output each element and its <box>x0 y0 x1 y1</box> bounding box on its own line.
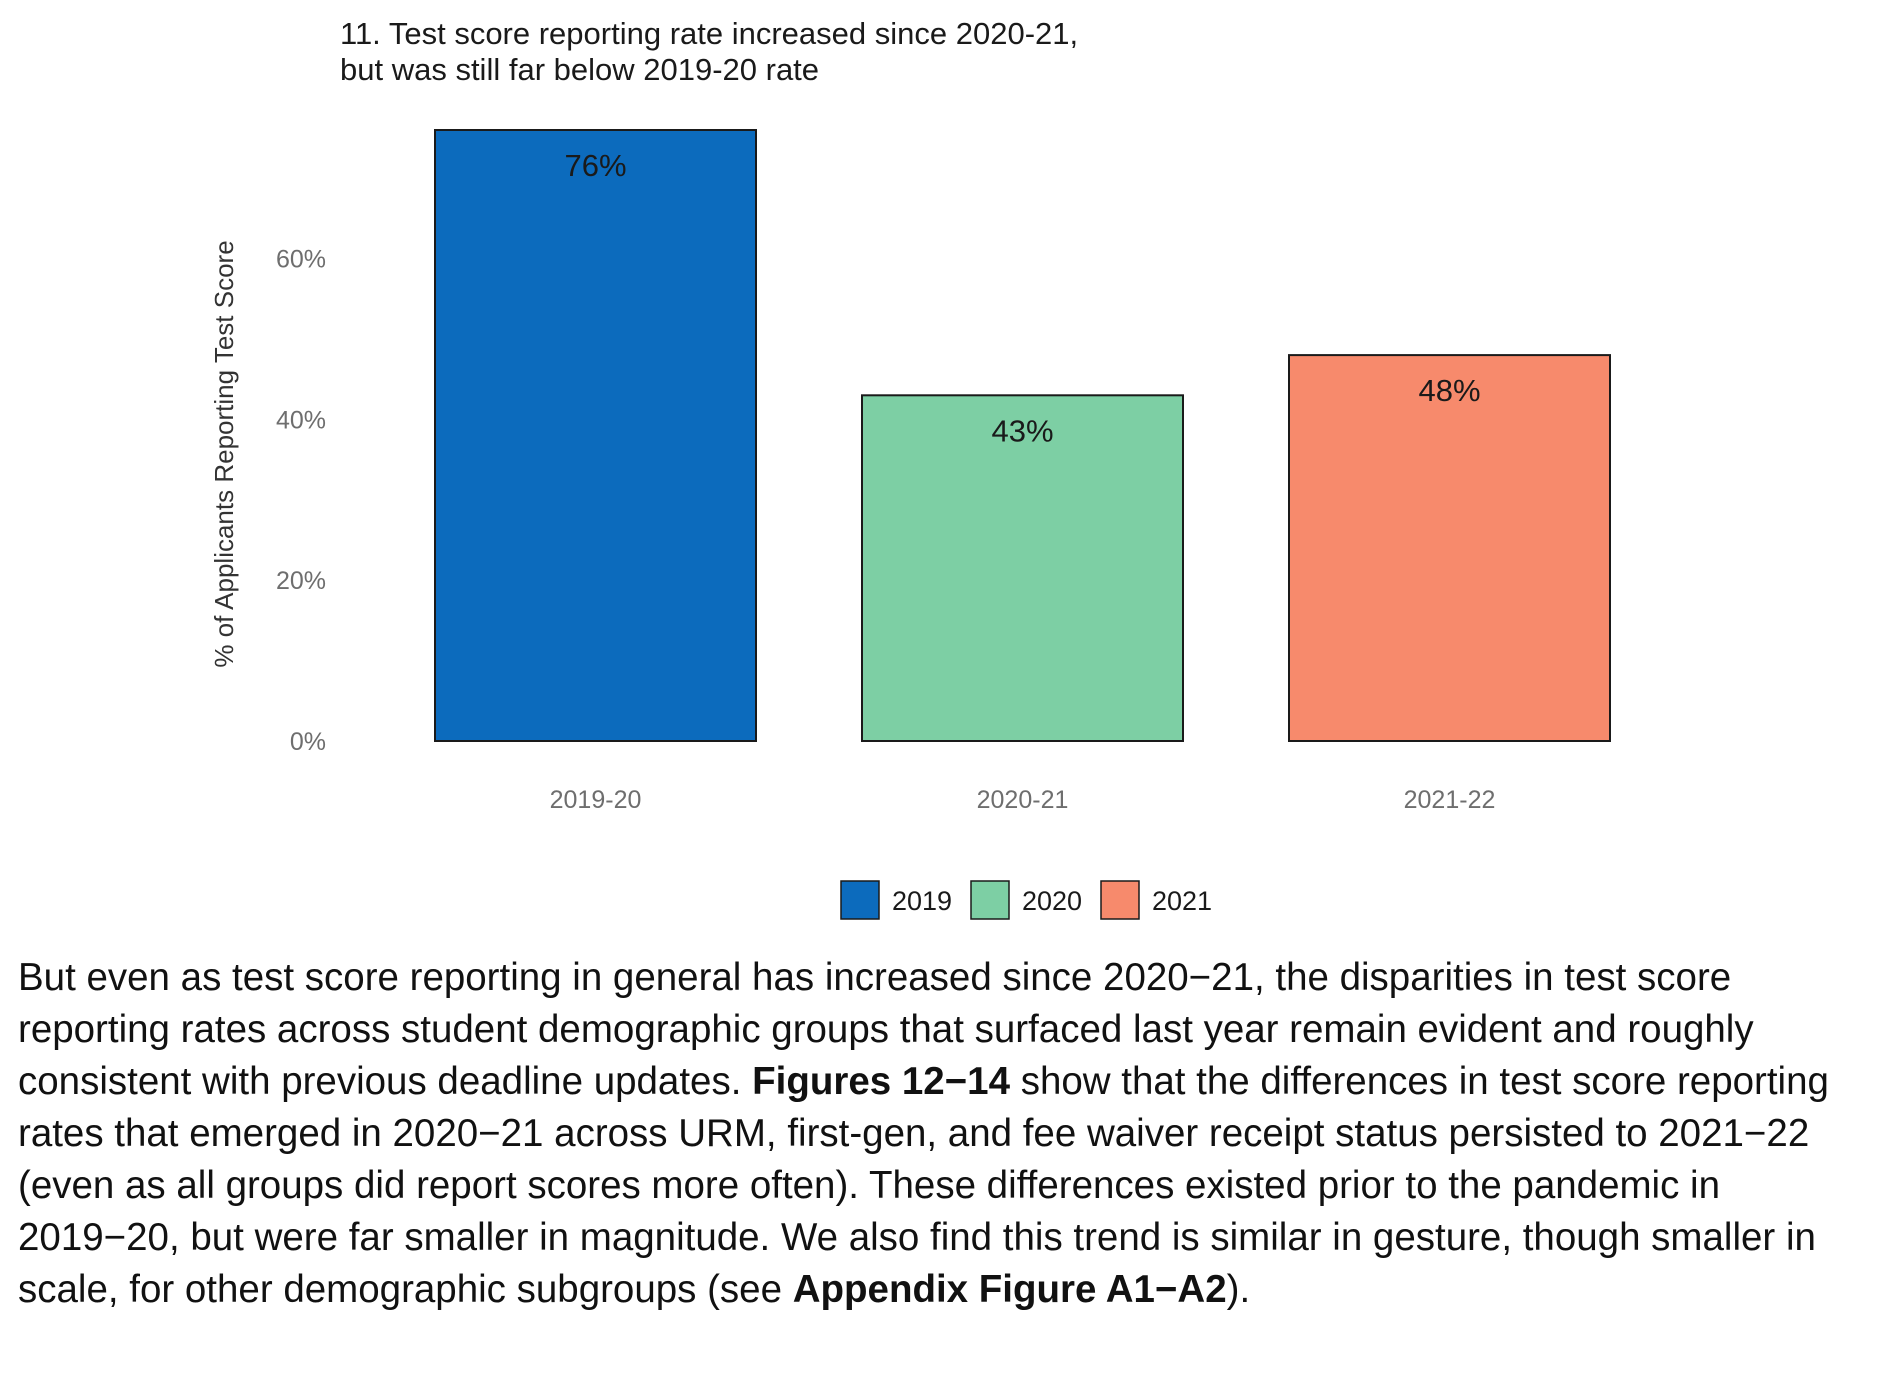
legend-swatch-2019 <box>840 880 880 920</box>
bar-chart: 11. Test score reporting rate increased … <box>209 16 1611 920</box>
bar-2020-21 <box>861 394 1184 742</box>
legend-label: 2019 <box>892 886 952 916</box>
y-tick-label: 40% <box>276 406 326 434</box>
legend-swatch-2021 <box>1100 880 1140 920</box>
data-labels: 76% 43% 48% <box>564 148 1480 448</box>
body-text-part-1: But even as test score reporting in gene… <box>18 956 1754 1103</box>
x-tick-label: 2020-21 <box>977 786 1069 814</box>
y-tick-label: 0% <box>290 728 326 756</box>
body-paragraph: But even as test score reporting in gene… <box>18 952 1868 1316</box>
x-axis-ticks: 2019-20 2020-21 2021-22 <box>550 786 1496 814</box>
chart-title-line-1: 11. Test score reporting rate increased … <box>340 16 1078 51</box>
legend-label: 2021 <box>1152 886 1212 916</box>
x-tick-label: 2021-22 <box>1404 786 1496 814</box>
y-tick-label: 60% <box>276 246 326 274</box>
chart-title-line-2: but was still far below 2019-20 rate <box>340 52 819 87</box>
y-axis-ticks: 0% 20% 40% 60% <box>276 246 326 756</box>
legend: 2019 2020 2021 <box>840 880 1212 920</box>
bars <box>434 129 1611 742</box>
data-label: 48% <box>1418 373 1480 408</box>
y-tick-label: 20% <box>276 567 326 595</box>
x-tick-label: 2019-20 <box>550 786 642 814</box>
bar-2019-20 <box>434 129 757 742</box>
data-label: 43% <box>991 413 1053 448</box>
y-axis-label: % of Applicants Reporting Test Score <box>209 240 239 667</box>
figures-reference: Figures 12−14 <box>752 1060 1010 1103</box>
body-text-part-2: show that the differences in test score … <box>18 1060 1829 1311</box>
appendix-reference: Appendix Figure A1−A2 <box>792 1268 1227 1311</box>
data-label: 76% <box>564 148 626 183</box>
bar-2021-22 <box>1288 354 1611 742</box>
legend-swatch-2020 <box>970 880 1010 920</box>
body-text-part-3: ). <box>1226 1268 1251 1311</box>
legend-label: 2020 <box>1022 886 1082 916</box>
